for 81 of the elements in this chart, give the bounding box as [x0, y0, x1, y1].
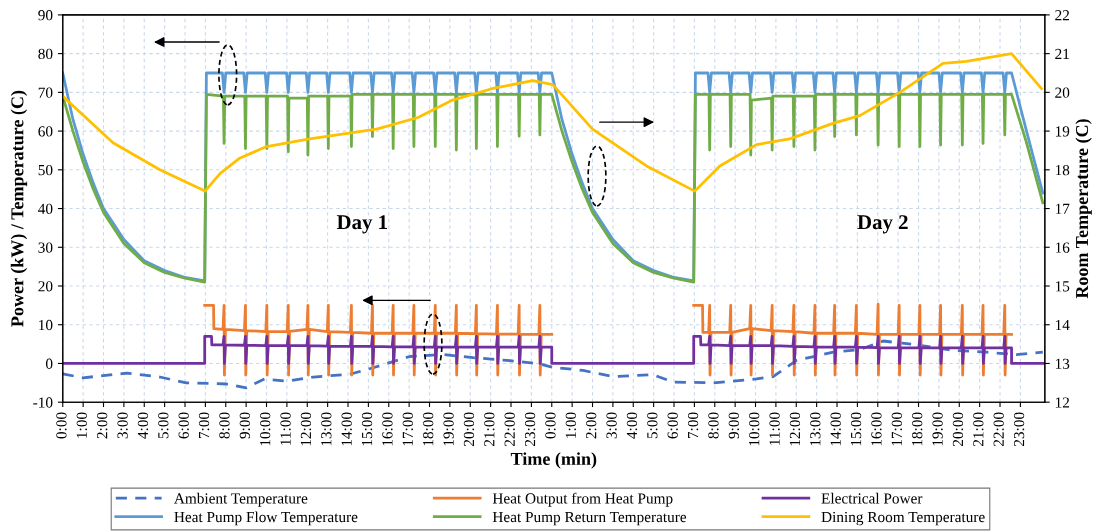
y2-tick-label: 16 [1055, 242, 1070, 253]
legend-label: Heat Pump Flow Temperature [174, 511, 358, 526]
y2-tick-label: 13 [1055, 358, 1070, 369]
x-tick-label: 11:00 [769, 412, 780, 445]
x-tick-label: 6:00 [667, 412, 678, 439]
x-tick-label: 8:00 [219, 412, 230, 439]
x-tick-label: 0:00 [545, 412, 556, 439]
x-tick-label: 4:00 [137, 412, 149, 439]
x-axis-title: Time (min) [510, 452, 597, 469]
x-tick-label: 4:00 [626, 412, 638, 439]
x-tick-label: 13:00 [321, 412, 332, 446]
x-tick-label: 7:00 [687, 412, 699, 439]
x-tick-label: 12:00 [300, 412, 312, 446]
x-tick-label: 20:00 [463, 412, 475, 447]
x-tick-label: 8:00 [708, 412, 719, 439]
y-tick-label: 80 [38, 48, 53, 60]
x-tick-label: 5:00 [647, 412, 658, 439]
legend-label: Ambient Temperature [174, 492, 308, 507]
x-tick-label: 7:00 [198, 412, 210, 439]
y2-tick-label: 12 [1055, 397, 1070, 408]
legend-label: Heat Output from Heat Pump [492, 492, 673, 507]
x-tick-label: 2:00 [97, 412, 108, 439]
x-tick-label: 15:00 [361, 412, 373, 446]
y2-tick-label: 22 [1055, 10, 1070, 21]
y2-tick-label: 20 [1055, 87, 1070, 98]
x-tick-label: 16:00 [382, 412, 393, 446]
y-tick-label: 20 [38, 281, 53, 292]
x-tick-label: 6:00 [178, 412, 189, 439]
y2-tick-label: 21 [1055, 48, 1069, 59]
y2-tick-label: 19 [1055, 126, 1070, 137]
annotation: Day 1 [336, 215, 387, 234]
x-tick-label: 17:00 [402, 412, 414, 446]
y2-tick-label: 17 [1055, 203, 1070, 214]
x-tick-label: 18:00 [423, 412, 434, 446]
x-tick-label: 23:00 [524, 412, 536, 447]
y-tick-label: 40 [38, 203, 53, 214]
y2-axis-title: Room Temperature (C) [1075, 119, 1092, 299]
x-tick-label: 9:00 [728, 412, 740, 439]
x-tick-label: 12:00 [789, 412, 801, 446]
x-tick-label: 1:00 [565, 412, 577, 438]
x-tick-label: 14:00 [830, 412, 841, 446]
x-tick-label: 23:00 [1013, 412, 1025, 447]
annotation: Day 2 [857, 215, 908, 234]
x-tick-label: 5:00 [158, 412, 169, 439]
x-tick-label: 22:00 [504, 412, 515, 447]
x-tick-label: 19:00 [443, 412, 454, 446]
y-axis-title: Power (kW) / Temperature (C) [10, 90, 28, 327]
y-tick-label: 90 [38, 10, 53, 21]
x-tick-label: 16:00 [871, 412, 882, 446]
x-tick-label: 14:00 [341, 412, 352, 446]
x-tick-label: 21:00 [484, 412, 495, 447]
x-tick-label: 20:00 [952, 412, 964, 447]
y-tick-label: 30 [38, 242, 53, 253]
x-tick-label: 13:00 [810, 412, 821, 446]
y-tick-label: -10 [33, 397, 53, 408]
legend-label: Electrical Power [821, 492, 923, 504]
x-tick-label: 0:00 [56, 412, 67, 439]
y-tick-label: 50 [38, 164, 53, 176]
y2-tick-label: 14 [1055, 319, 1070, 331]
x-tick-label: 3:00 [606, 412, 617, 439]
x-tick-label: 10:00 [749, 412, 760, 446]
x-tick-label: 17:00 [891, 412, 903, 446]
y2-tick-label: 15 [1055, 281, 1070, 292]
x-tick-label: 21:00 [973, 412, 984, 447]
y-tick-label: 0 [45, 358, 53, 369]
x-tick-label: 10:00 [260, 412, 271, 446]
x-tick-label: 15:00 [850, 412, 862, 446]
x-tick-label: 2:00 [586, 412, 597, 439]
x-tick-label: 3:00 [117, 412, 128, 439]
x-tick-label: 19:00 [932, 412, 943, 446]
legend-label: Heat Pump Return Temperature [492, 511, 687, 526]
y-tick-label: 60 [38, 126, 53, 137]
x-tick-label: 22:00 [993, 412, 1004, 447]
y2-tick-label: 18 [1055, 164, 1070, 176]
legend-label: Dining Room Temperature [821, 511, 985, 526]
x-tick-label: 1:00 [76, 412, 88, 438]
y-tick-label: 70 [38, 87, 53, 98]
x-tick-label: 18:00 [912, 412, 923, 446]
x-tick-label: 9:00 [239, 412, 251, 439]
x-tick-label: 11:00 [280, 412, 291, 445]
y-tick-label: 10 [39, 319, 53, 331]
